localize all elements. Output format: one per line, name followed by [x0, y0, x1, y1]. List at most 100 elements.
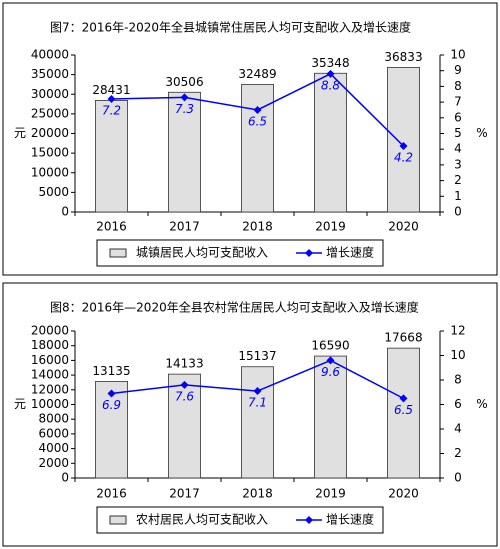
chart-title: 图7：2016年-2020年全县城镇常住居民人均可支配收入及增长速度 [50, 20, 411, 35]
y2-tick-label: 4 [454, 142, 462, 156]
y2-tick-label: 12 [450, 324, 465, 338]
data-label: 6.9 [102, 398, 121, 412]
y-tick-label: 12000 [31, 382, 69, 396]
marker [326, 356, 335, 365]
x-tick-label: 2020 [388, 220, 419, 234]
bar [387, 347, 420, 479]
data-label: 36833 [384, 50, 422, 64]
legend-label: 增长速度 [326, 245, 374, 260]
y2-tick-label: 9 [454, 63, 462, 77]
x-tick-label: 2020 [388, 487, 419, 501]
y-tick-label: 20000 [31, 324, 69, 338]
y-tick-label: 16000 [31, 353, 69, 367]
y2-tick-label: 2 [454, 446, 462, 460]
bar [241, 366, 274, 479]
data-label: 7.2 [102, 103, 121, 117]
legend-swatch [305, 249, 313, 257]
data-label: 8.8 [321, 78, 340, 92]
y2-axis-label: % [476, 397, 487, 411]
y-tick-label: 35000 [31, 67, 69, 81]
chart-title: 图8：2016年—2020年全县农村常住居民人均可支配收入及增长速度 [50, 300, 419, 315]
legend-swatch [109, 248, 127, 258]
marker [399, 142, 408, 151]
legend-label: 城镇居民人均可支配收入 [136, 246, 268, 260]
data-label: 6.5 [248, 114, 267, 128]
y2-axis-label: % [476, 126, 487, 140]
y-tick-label: 2000 [38, 456, 69, 470]
data-label: 13135 [92, 364, 130, 378]
legend-label: 农村居民人均可支配收入 [136, 513, 268, 527]
legend-box [96, 239, 384, 267]
bar [95, 381, 128, 479]
y-tick-label: 25000 [31, 106, 69, 120]
x-tick-label: 2018 [242, 220, 273, 234]
data-label: 28431 [92, 83, 130, 97]
y2-tick-label: 10 [450, 348, 465, 362]
y-tick-label: 4000 [38, 441, 69, 455]
y2-tick-label: 6 [454, 397, 462, 411]
y2-tick-label: 8 [454, 373, 462, 387]
marker [326, 69, 335, 78]
data-label: 6.5 [394, 403, 413, 417]
bar [168, 373, 201, 479]
y-tick-label: 15000 [31, 146, 69, 160]
y2-tick-label: 4 [454, 422, 462, 436]
frame [2, 282, 498, 547]
y2-tick-label: 7 [454, 95, 462, 109]
bar [314, 355, 347, 479]
y2-tick-label: 8 [454, 79, 462, 93]
frame [2, 2, 498, 276]
marker [180, 93, 189, 102]
legend-label: 增长速度 [326, 512, 374, 527]
y-tick-label: 10000 [31, 397, 69, 411]
x-tick-label: 2019 [315, 487, 346, 501]
data-label: 9.6 [321, 365, 340, 379]
y-axis-label: 元 [14, 126, 26, 140]
y2-tick-label: 6 [454, 110, 462, 124]
y-tick-label: 30000 [31, 87, 69, 101]
data-label: 4.2 [394, 151, 413, 165]
y2-tick-label: 1 [454, 189, 462, 203]
y2-tick-label: 10 [450, 48, 465, 62]
bar [168, 91, 201, 213]
y-tick-label: 20000 [31, 126, 69, 140]
y2-tick-label: 5 [454, 126, 462, 140]
data-label: 7.3 [175, 102, 194, 116]
bar [314, 72, 347, 213]
bar [95, 100, 128, 213]
y-tick-label: 0 [61, 205, 69, 219]
data-label: 32489 [238, 67, 276, 81]
data-label: 14133 [165, 357, 203, 371]
data-label: 15137 [238, 349, 276, 363]
y-tick-label: 0 [61, 471, 69, 485]
marker [180, 380, 189, 389]
data-label: 7.6 [175, 389, 194, 403]
data-label: 7.1 [248, 396, 267, 410]
y-tick-label: 18000 [31, 338, 69, 352]
data-label: 16590 [311, 339, 349, 353]
marker [253, 105, 262, 114]
data-label: 35348 [311, 56, 349, 70]
y2-tick-label: 0 [454, 471, 462, 485]
marker [253, 387, 262, 396]
y-tick-label: 8000 [38, 412, 69, 426]
x-tick-label: 2016 [96, 220, 127, 234]
legend-swatch [305, 516, 313, 524]
y-tick-label: 5000 [38, 185, 69, 199]
y2-tick-label: 2 [454, 173, 462, 187]
bar [387, 67, 420, 213]
x-tick-label: 2017 [169, 220, 200, 234]
y-axis-label: 元 [14, 397, 26, 411]
x-tick-label: 2018 [242, 487, 273, 501]
y-tick-label: 10000 [31, 165, 69, 179]
x-tick-label: 2019 [315, 220, 346, 234]
y-tick-label: 6000 [38, 426, 69, 440]
legend-box [96, 506, 384, 534]
data-label: 30506 [165, 75, 203, 89]
x-tick-label: 2017 [169, 487, 200, 501]
bar [241, 84, 274, 213]
y2-tick-label: 3 [454, 157, 462, 171]
marker [107, 94, 116, 103]
y-tick-label: 40000 [31, 48, 69, 62]
